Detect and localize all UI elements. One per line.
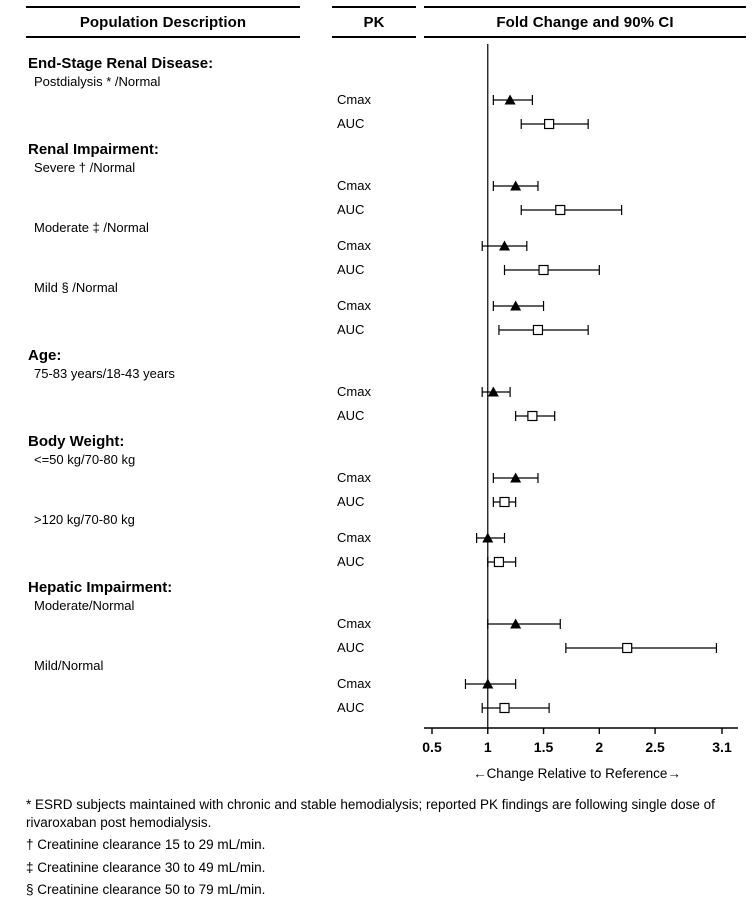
x-axis-tick-label: 3.1: [712, 739, 732, 755]
population-label: Moderate ‡ /Normal: [34, 220, 149, 235]
x-axis-tick-label: 2.5: [645, 739, 665, 755]
group-label: Renal Impairment:: [28, 141, 159, 158]
pk-label: AUC: [337, 202, 364, 217]
pk-label: Cmax: [337, 298, 371, 313]
cmax-marker-triangle: [487, 386, 499, 397]
pk-label: AUC: [337, 640, 364, 655]
cmax-marker-triangle: [499, 240, 510, 251]
cmax-marker-triangle: [510, 618, 522, 629]
group-label: Hepatic Impairment:: [28, 579, 172, 596]
pk-label: Cmax: [337, 530, 371, 545]
group-label: Age:: [28, 347, 61, 364]
cmax-marker-triangle: [482, 532, 494, 543]
population-label: >120 kg/70-80 kg: [34, 512, 135, 527]
cmax-marker-triangle: [510, 180, 522, 191]
population-label: Mild § /Normal: [34, 280, 118, 295]
pk-label: AUC: [337, 700, 364, 715]
group-label: Body Weight:: [28, 433, 124, 450]
x-axis-tick-label: 2: [595, 739, 603, 755]
axis-caption: ←Change Relative to Reference→: [473, 766, 681, 781]
cmax-marker-triangle: [504, 94, 516, 105]
footnotes: * ESRD subjects maintained with chronic …: [26, 796, 732, 903]
auc-marker-square: [493, 556, 505, 568]
population-label: Severe † /Normal: [34, 160, 135, 175]
auc-marker-square: [622, 642, 633, 654]
x-axis-tick-label: 0.5: [422, 739, 442, 755]
population-label: 75-83 years/18-43 years: [34, 366, 175, 381]
x-axis-tick-label: 1.5: [534, 739, 554, 755]
auc-marker-square: [499, 496, 510, 508]
pk-label: AUC: [337, 322, 364, 337]
cmax-marker-triangle: [510, 472, 522, 483]
cmax-marker-triangle: [482, 678, 494, 689]
pk-label: AUC: [337, 408, 364, 423]
cmax-marker-triangle: [510, 300, 522, 311]
group-label: End-Stage Renal Disease:: [28, 55, 213, 72]
population-label: <=50 kg/70-80 kg: [34, 452, 135, 467]
auc-marker-square: [499, 702, 510, 714]
pk-label: Cmax: [337, 676, 371, 691]
pk-label: Cmax: [337, 384, 371, 399]
auc-marker-square: [527, 410, 538, 422]
pk-label: AUC: [337, 116, 364, 131]
auc-marker-square: [538, 264, 549, 276]
population-label: Postdialysis * /Normal: [34, 74, 161, 89]
x-axis-tick-label: 1: [484, 739, 492, 755]
pk-label: AUC: [337, 554, 364, 569]
pk-label: Cmax: [337, 470, 371, 485]
pk-label: AUC: [337, 494, 364, 509]
column-header-pk: PK: [332, 6, 416, 38]
column-header-population-description: Population Description: [26, 6, 300, 38]
pk-label: Cmax: [337, 238, 371, 253]
population-label: Mild/Normal: [34, 658, 103, 673]
auc-marker-square: [555, 204, 566, 216]
column-header-fold-change: Fold Change and 90% CI: [424, 6, 746, 38]
pk-label: Cmax: [337, 178, 371, 193]
auc-marker-square: [544, 118, 555, 130]
footnote-moderate-crcl: ‡ Creatinine clearance 30 to 49 mL/min.: [26, 859, 266, 875]
footnote-mild-crcl: § Creatinine clearance 50 to 79 mL/min.: [26, 881, 266, 897]
population-label: Moderate/Normal: [34, 598, 135, 613]
auc-marker-square: [532, 324, 544, 336]
pk-label: Cmax: [337, 616, 371, 631]
footnote-esrd: * ESRD subjects maintained with chronic …: [26, 797, 715, 831]
footnote-severe-crcl: † Creatinine clearance 15 to 29 mL/min.: [26, 837, 266, 853]
pk-label: AUC: [337, 262, 364, 277]
pk-label: Cmax: [337, 92, 371, 107]
forest-plot-area: End-Stage Renal Disease: Postdialysis * /…: [28, 44, 738, 755]
